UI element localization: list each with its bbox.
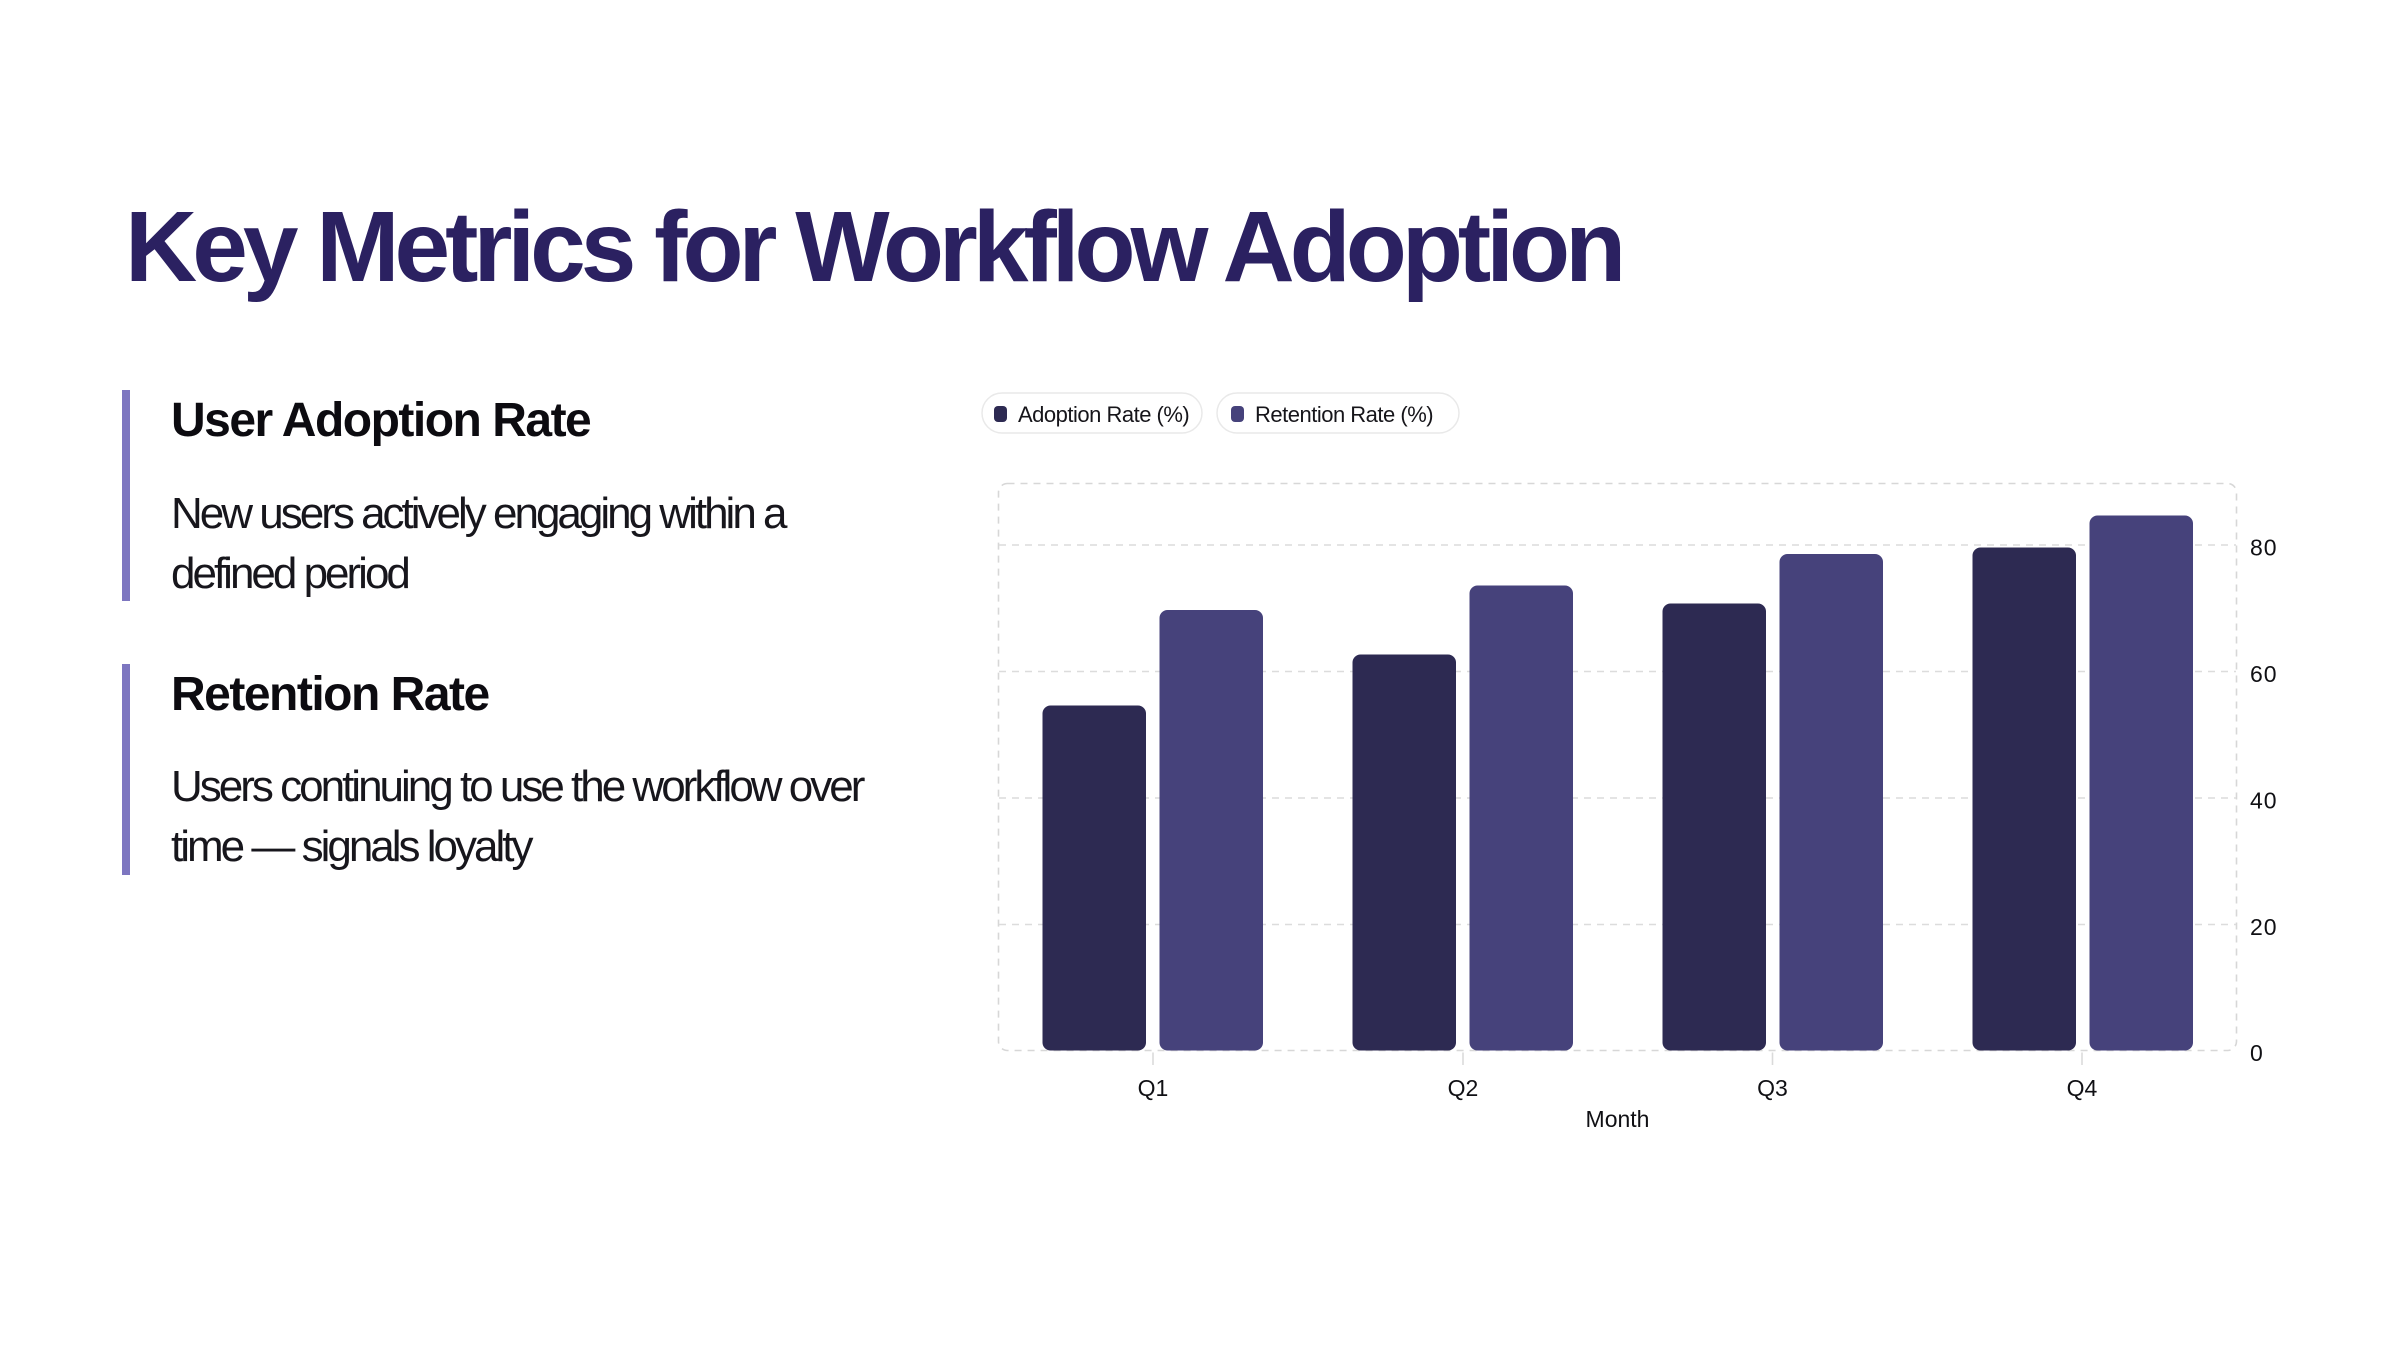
svg-text:Adoption Rate (%): Adoption Rate (%) bbox=[1018, 402, 1189, 427]
svg-text:80: 80 bbox=[2250, 535, 2278, 561]
svg-text:Q3: Q3 bbox=[1757, 1075, 1788, 1101]
svg-text:Q1: Q1 bbox=[1138, 1075, 1169, 1101]
svg-text:60: 60 bbox=[2250, 661, 2278, 687]
svg-text:Retention Rate (%): Retention Rate (%) bbox=[1255, 402, 1433, 427]
svg-text:0: 0 bbox=[2250, 1040, 2264, 1066]
svg-text:Month: Month bbox=[1586, 1106, 1650, 1132]
svg-text:Q2: Q2 bbox=[1448, 1075, 1479, 1101]
svg-text:40: 40 bbox=[2250, 788, 2278, 814]
svg-text:20: 20 bbox=[2250, 914, 2278, 940]
svg-text:Q4: Q4 bbox=[2067, 1075, 2098, 1101]
